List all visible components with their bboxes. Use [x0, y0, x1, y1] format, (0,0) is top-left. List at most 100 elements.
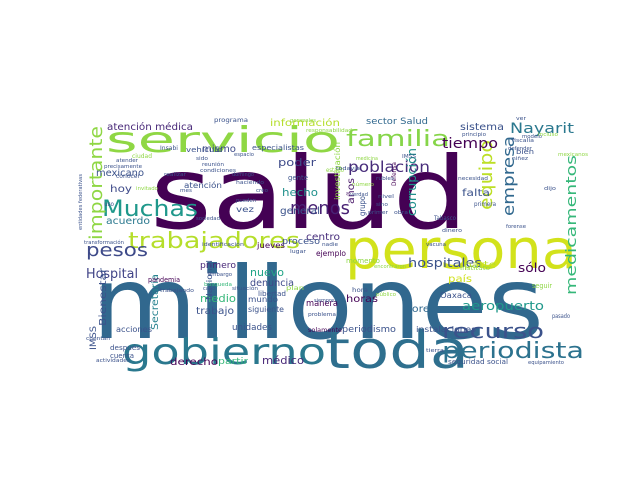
word: cuenta [110, 352, 134, 360]
word: mexicanos [558, 152, 588, 158]
word: nivel [378, 194, 394, 200]
word: número [352, 181, 374, 188]
word: dinero [442, 228, 462, 234]
word: denuncia [250, 278, 294, 289]
word: horas [346, 294, 378, 305]
word: Bienestar [98, 267, 109, 326]
word: primero [200, 261, 236, 271]
word: público [376, 291, 396, 298]
word: hecho [282, 186, 318, 199]
word: Instituto [460, 265, 490, 272]
word: conocer [116, 173, 141, 180]
word: realizar [164, 172, 187, 178]
word: proceso [282, 237, 321, 247]
word: vehículo [186, 146, 222, 154]
word: parte [464, 260, 496, 271]
word: responsabilidad [306, 128, 352, 134]
word: general [280, 206, 320, 217]
word: Nayarit [510, 121, 575, 137]
word: pasado [552, 313, 570, 320]
word: información [270, 117, 340, 129]
word: Insabi [160, 145, 178, 152]
word: equipo [476, 140, 497, 210]
word: bien [516, 148, 534, 156]
word: solamente [308, 327, 342, 334]
word: nadie [322, 242, 338, 248]
word: menos [290, 198, 350, 219]
word: IMSS [89, 326, 99, 350]
word: búsqueda [204, 281, 232, 288]
word: sociedad [196, 216, 220, 222]
word: cuentan [86, 336, 110, 342]
word: hora [352, 287, 368, 294]
word: importante [86, 126, 107, 240]
word: corrupción [405, 148, 419, 216]
word: tiempo [442, 136, 498, 152]
word: embargo [208, 272, 232, 278]
word: derecho [170, 357, 218, 368]
word: pueden [236, 198, 256, 204]
word: siempre [314, 298, 334, 304]
word: centro [306, 232, 340, 243]
word: condiciones [200, 168, 236, 174]
word: periodismo [342, 325, 397, 335]
word: grupo [358, 196, 367, 216]
word: Hospital [86, 267, 138, 282]
word: instalaciones [416, 325, 476, 334]
word: uso [104, 201, 114, 208]
word: cabo [203, 286, 215, 292]
word: familia [346, 127, 450, 152]
word: atender [116, 158, 139, 164]
word: Defensa [391, 162, 398, 186]
word: situación [232, 285, 258, 292]
word: forense [506, 224, 526, 230]
word: periodista [442, 339, 584, 364]
word: entidades federativas [78, 174, 84, 230]
word: jueves [256, 241, 285, 250]
word: precisamente [104, 164, 142, 170]
word: tierra [426, 348, 444, 354]
word: generales [290, 118, 316, 124]
word: sistema [460, 122, 504, 133]
word: gente [288, 174, 308, 182]
word: creo [256, 188, 268, 194]
word: salud [150, 135, 468, 252]
word: dijo [544, 186, 556, 192]
word: Nacional [205, 260, 214, 300]
word: trabajadores [128, 229, 300, 254]
word: medio [200, 292, 236, 305]
word: acciones [116, 325, 152, 334]
word: mismo [202, 144, 236, 155]
word: trabajando [160, 288, 194, 294]
word: país [448, 273, 472, 285]
word: vacuna [426, 242, 446, 248]
word: servicio [106, 120, 340, 161]
word: primer [368, 210, 389, 216]
word: seguir [532, 282, 552, 290]
word: haciendo [236, 180, 264, 186]
word: mes [180, 188, 192, 194]
word: verdad [350, 192, 368, 198]
word: equipamiento [528, 360, 564, 366]
word: sido [196, 156, 208, 162]
word: principio [462, 132, 486, 138]
word: problema [308, 312, 336, 318]
word: medicamentos [564, 155, 580, 295]
word: pandemia [148, 276, 180, 284]
word: años [346, 178, 357, 204]
word: invitado [136, 186, 158, 192]
word: libertad [258, 290, 286, 298]
word: unidades [232, 323, 272, 333]
word: ver [516, 116, 527, 122]
word: falta [462, 188, 490, 199]
word: aeropuerto [462, 299, 544, 313]
word: sólo [518, 261, 546, 275]
word: domingo [232, 172, 254, 178]
word: Oaxaca [440, 291, 472, 300]
word: Loret [406, 304, 434, 315]
word: actividades [96, 358, 130, 364]
word: encontraron [374, 264, 406, 270]
word: necesidad [458, 176, 488, 182]
word: defender [508, 146, 533, 152]
